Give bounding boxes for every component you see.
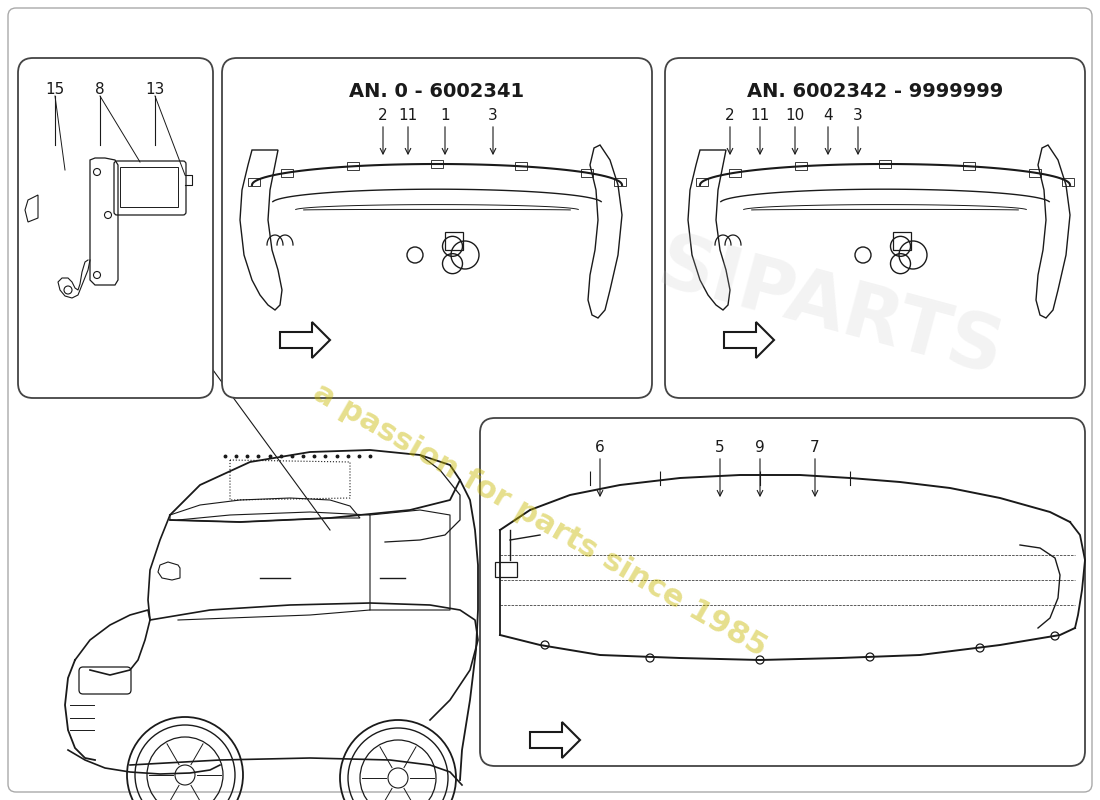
Text: a passion for parts since 1985: a passion for parts since 1985 (308, 378, 772, 662)
Text: 2: 2 (378, 108, 388, 123)
Bar (893, 232, 911, 250)
Text: 3: 3 (854, 108, 862, 123)
Text: 8: 8 (96, 82, 104, 97)
Text: 10: 10 (785, 108, 804, 123)
Bar (495, 562, 517, 577)
Text: 6: 6 (595, 440, 605, 455)
Text: AN. 6002342 - 9999999: AN. 6002342 - 9999999 (747, 82, 1003, 101)
Text: SIPARTS: SIPARTS (649, 229, 1011, 391)
Circle shape (756, 463, 764, 471)
Bar (346, 162, 359, 170)
Bar (446, 232, 463, 250)
Text: 7: 7 (811, 440, 819, 455)
Bar (516, 162, 527, 170)
Bar (879, 160, 891, 168)
Bar (964, 162, 976, 170)
Text: 9: 9 (755, 440, 764, 455)
FancyBboxPatch shape (8, 8, 1092, 792)
Bar (794, 162, 806, 170)
Circle shape (586, 463, 594, 471)
Text: 2: 2 (725, 108, 735, 123)
Circle shape (656, 463, 664, 471)
Text: 5: 5 (715, 440, 725, 455)
Text: 13: 13 (145, 82, 165, 97)
Circle shape (846, 463, 854, 471)
Bar (1030, 169, 1042, 177)
Bar (249, 178, 260, 186)
Polygon shape (280, 322, 330, 358)
FancyBboxPatch shape (480, 418, 1085, 766)
Polygon shape (724, 322, 774, 358)
Bar (1062, 178, 1074, 186)
Text: 15: 15 (45, 82, 65, 97)
Text: 11: 11 (750, 108, 770, 123)
FancyBboxPatch shape (222, 58, 652, 398)
Bar (120, 167, 178, 207)
Bar (581, 169, 593, 177)
Text: AN. 0 - 6002341: AN. 0 - 6002341 (350, 82, 525, 101)
Bar (614, 178, 626, 186)
Bar (431, 160, 443, 168)
Text: 11: 11 (398, 108, 418, 123)
Bar (280, 169, 293, 177)
Text: 3: 3 (488, 108, 498, 123)
FancyBboxPatch shape (666, 58, 1085, 398)
Text: 1: 1 (440, 108, 450, 123)
Bar (696, 178, 708, 186)
FancyBboxPatch shape (18, 58, 213, 398)
Polygon shape (530, 722, 580, 758)
Bar (729, 169, 740, 177)
Text: 4: 4 (823, 108, 833, 123)
